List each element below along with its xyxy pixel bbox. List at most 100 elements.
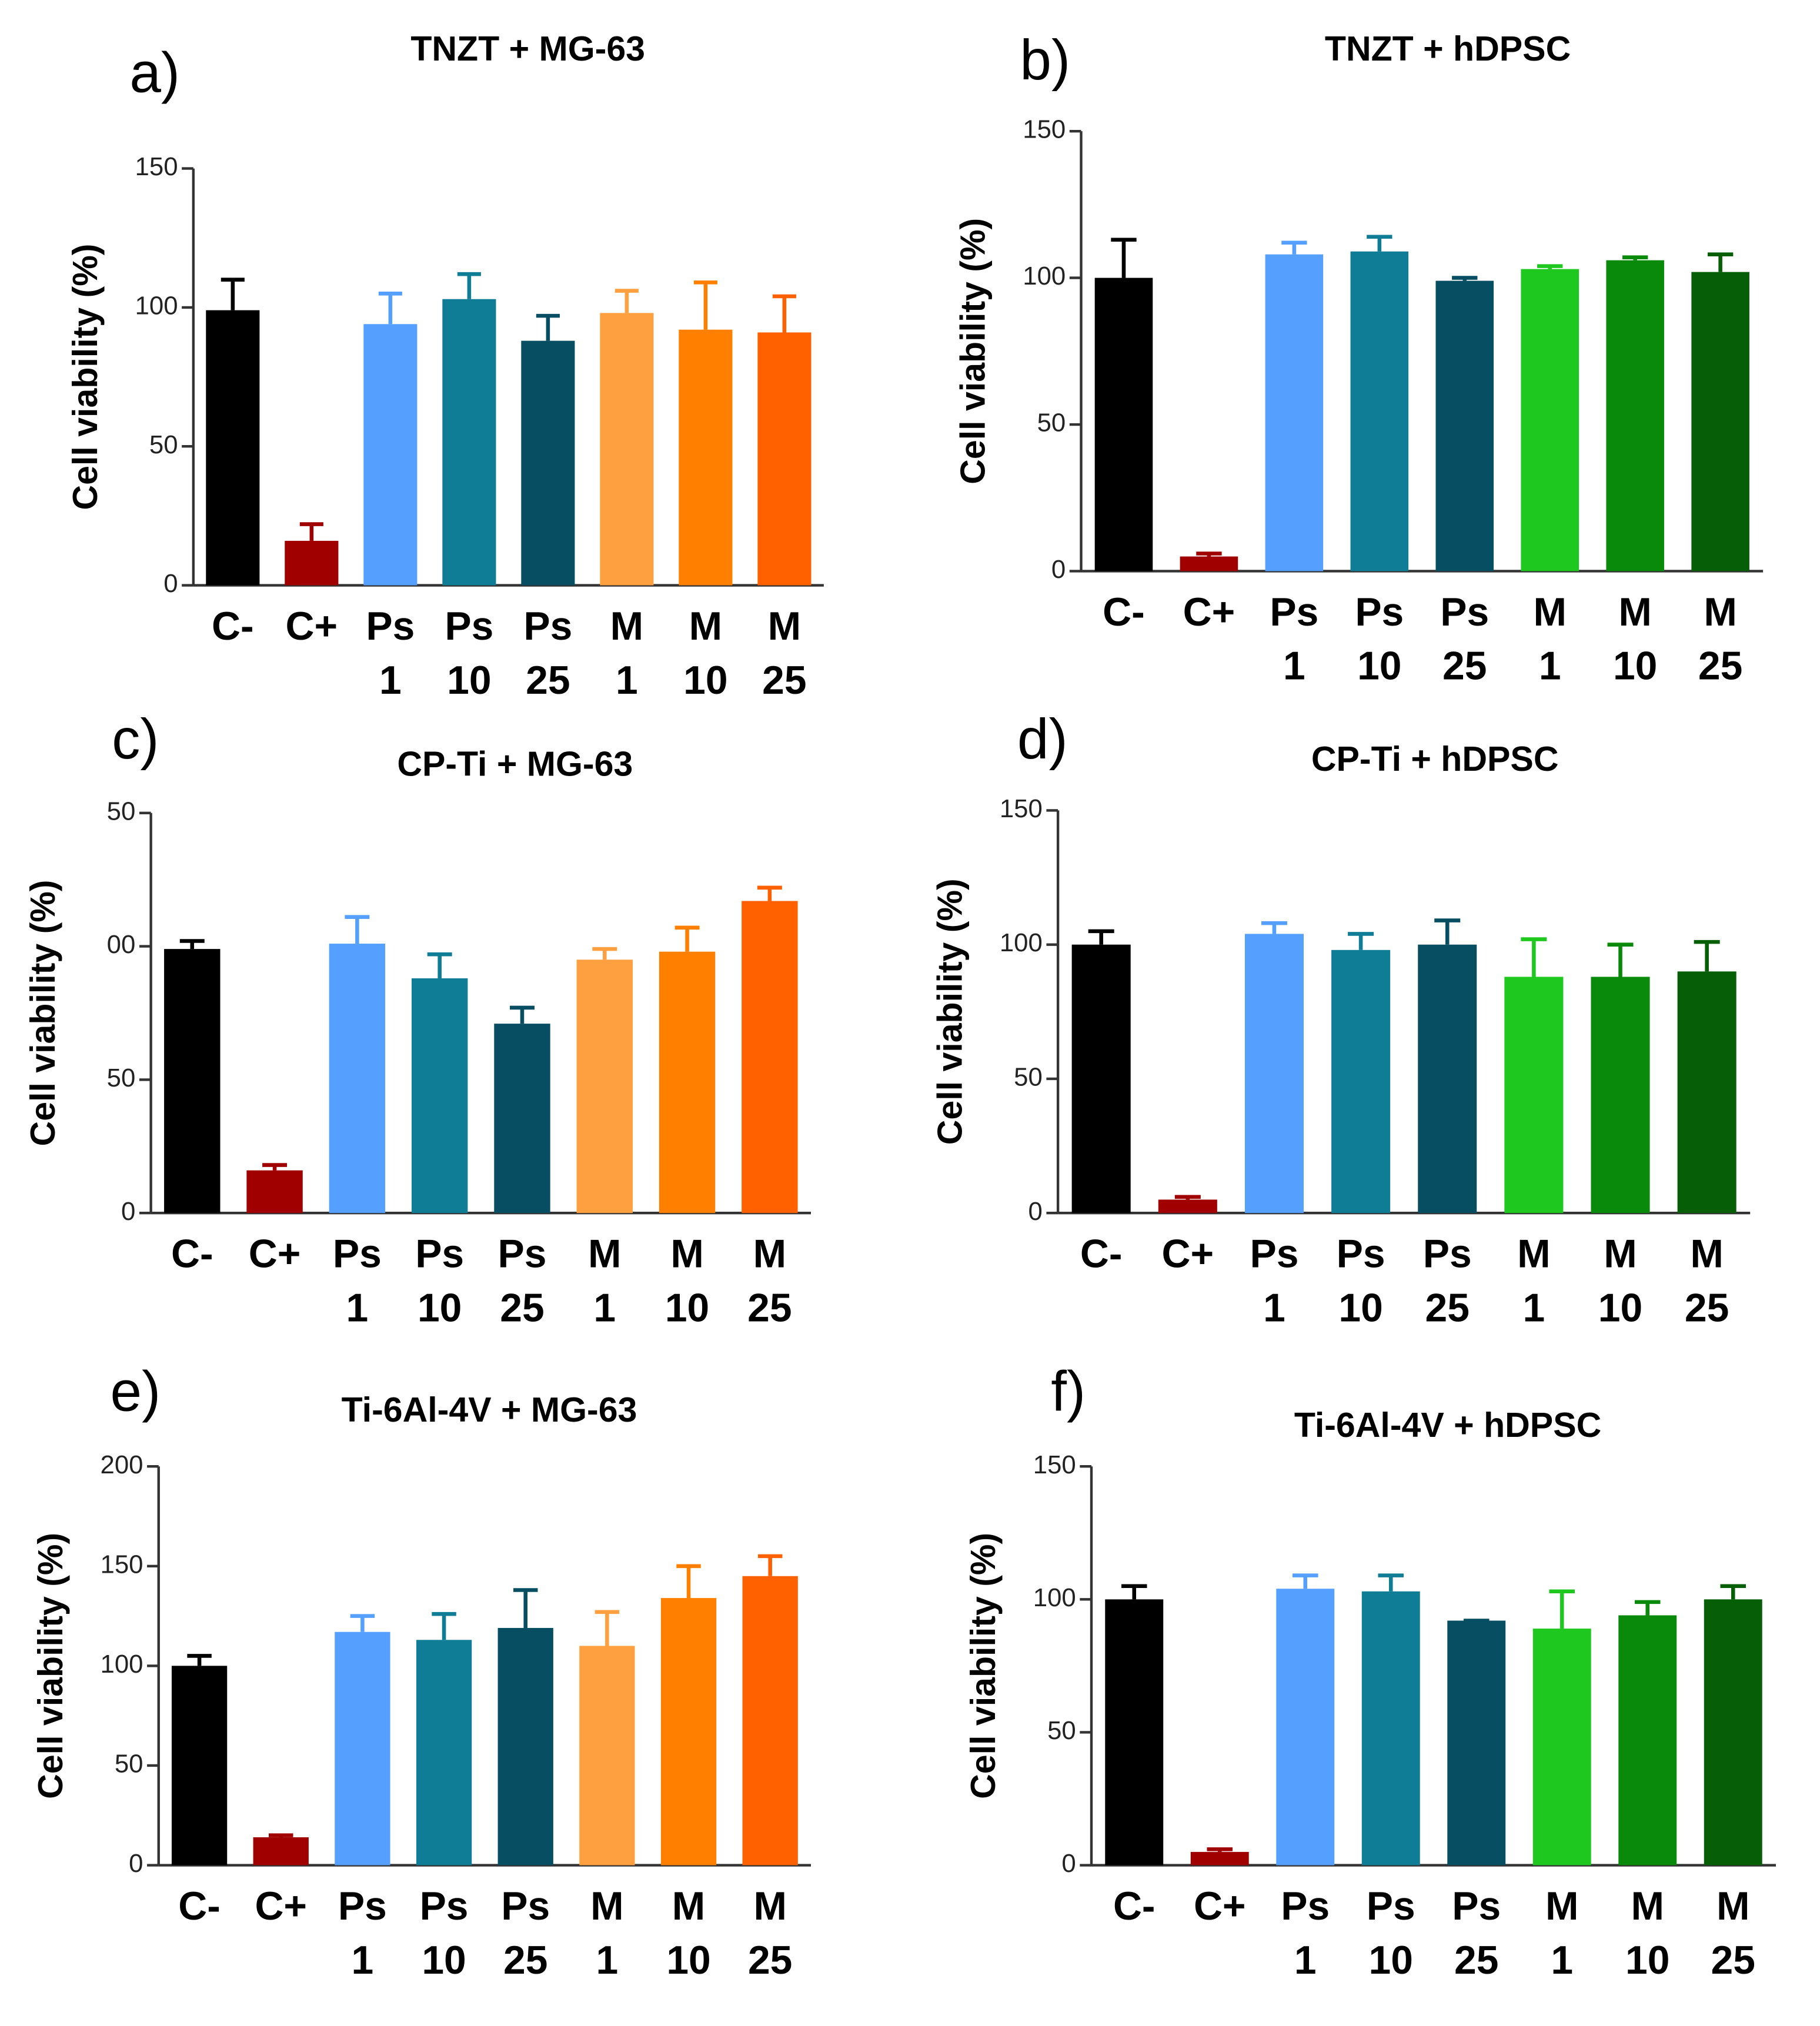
x-tick-label: Ps 10 [415, 1232, 464, 1330]
x-tick-label: M 25 [1685, 1232, 1729, 1330]
bar [494, 1024, 550, 1213]
x-tick-label: Ps 1 [333, 1232, 382, 1330]
bar [1105, 1599, 1164, 1865]
bar [1435, 280, 1494, 571]
y-tick-label: 0 [163, 569, 178, 598]
x-tick-label: C+ [1183, 590, 1235, 634]
y-tick-label: 50 [149, 430, 178, 459]
bar [600, 313, 654, 586]
panel-label: e) [111, 1360, 161, 1423]
bar [329, 944, 386, 1213]
x-tick-label: M 25 [762, 604, 806, 703]
bar [659, 951, 716, 1213]
bar [576, 959, 633, 1213]
x-tick-label: C+ [249, 1232, 301, 1276]
bar [253, 1837, 309, 1865]
y-tick-label: 50 [1014, 1063, 1043, 1092]
y-axis-label: Cell viability (%) [66, 244, 105, 510]
x-tick-label: C+ [1194, 1884, 1246, 1928]
bar [285, 540, 339, 586]
x-tick-label: Ps 10 [1355, 590, 1404, 688]
bar [1521, 269, 1579, 571]
bar [1190, 1851, 1249, 1865]
x-tick-label: M 25 [1698, 590, 1742, 688]
y-tick-label: 0 [129, 1849, 143, 1878]
bar [171, 1666, 228, 1865]
bar [660, 1598, 717, 1865]
bar [1094, 278, 1153, 571]
y-tick-label: 0 [121, 1197, 135, 1226]
bar [1331, 950, 1391, 1213]
x-tick-label: Ps 1 [1281, 1884, 1330, 1982]
y-tick-label: 50 [107, 1064, 136, 1092]
chart-title: TNZT + MG-63 [410, 29, 645, 68]
y-tick-label: 50 [1047, 1716, 1076, 1745]
bar [579, 1646, 635, 1865]
chart-title: TNZT + hDPSC [1325, 29, 1571, 68]
x-tick-label: Ps 25 [1423, 1232, 1472, 1330]
y-axis-label: Cell viability (%) [930, 878, 969, 1145]
panel-label: d) [1017, 708, 1068, 771]
y-tick-label: 150 [100, 1550, 143, 1579]
x-tick-label: M 10 [1598, 1232, 1642, 1330]
x-tick-label: Ps 25 [523, 604, 572, 703]
y-tick-label: 100 [100, 1650, 143, 1679]
x-tick-label: M 10 [1625, 1884, 1669, 1982]
bar [1447, 1620, 1506, 1865]
y-tick-label: 100 [1000, 928, 1043, 957]
bar [1677, 971, 1736, 1213]
bar [742, 1576, 798, 1865]
x-tick-label: C- [1113, 1884, 1156, 1928]
x-tick-label: Ps 1 [1250, 1232, 1298, 1330]
y-tick-label: 150 [1000, 794, 1043, 823]
bar [521, 340, 575, 586]
bar [1504, 977, 1564, 1213]
y-tick-label: 100 [1033, 1583, 1076, 1612]
bar [1591, 977, 1650, 1213]
y-axis-label: Cell viability (%) [31, 1533, 70, 1799]
bar [742, 901, 798, 1213]
x-tick-label: Ps 25 [1452, 1884, 1501, 1982]
y-tick-label: 150 [135, 152, 178, 181]
bar [1704, 1599, 1762, 1865]
bar [1361, 1591, 1420, 1865]
bar [1244, 934, 1304, 1213]
x-tick-label: Ps 10 [1367, 1884, 1415, 1982]
panel-label: a) [129, 42, 180, 105]
y-tick-label: 100 [1023, 262, 1066, 290]
x-tick-label: M 25 [1711, 1884, 1755, 1982]
x-tick-label: C- [212, 604, 254, 648]
x-tick-label: Ps 1 [1270, 590, 1318, 688]
y-tick-label: 50 [115, 1750, 143, 1778]
y-tick-label: 0 [1051, 555, 1066, 584]
bar [1276, 1589, 1335, 1865]
bar [246, 1170, 303, 1213]
bar [1071, 944, 1131, 1213]
panel-label: c) [112, 708, 159, 771]
x-tick-label: M 25 [747, 1232, 792, 1330]
bar [363, 324, 418, 586]
bar [1532, 1629, 1591, 1865]
bar [1350, 251, 1409, 571]
x-tick-label: Ps 25 [501, 1884, 550, 1982]
bar [1618, 1615, 1677, 1865]
bar [1691, 272, 1749, 571]
y-tick-label: 50 [1037, 409, 1066, 437]
y-tick-label: 50 [107, 797, 136, 825]
bar [164, 949, 221, 1213]
bar [497, 1627, 553, 1865]
x-tick-label: Ps 25 [497, 1232, 546, 1330]
x-tick-label: Ps 25 [1440, 590, 1489, 688]
x-tick-label: Ps 10 [1337, 1232, 1385, 1330]
x-tick-label: M 10 [665, 1232, 709, 1330]
bar [335, 1632, 390, 1865]
bar [442, 299, 496, 586]
chart-title: Ti-6Al-4V + MG-63 [342, 1390, 637, 1429]
y-tick-label: 00 [107, 930, 136, 959]
